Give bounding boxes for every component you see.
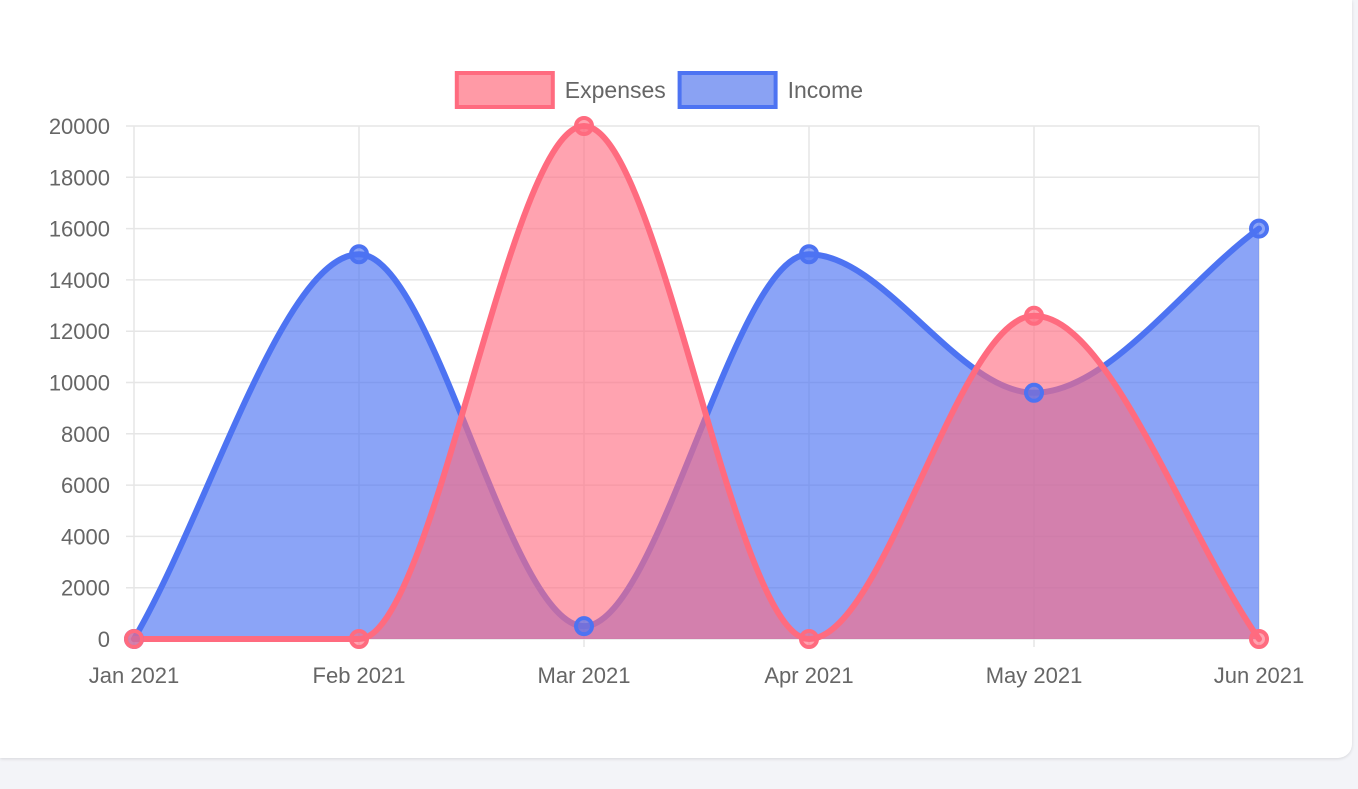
expenses-point[interactable] xyxy=(124,629,144,649)
legend-item-income[interactable]: Income xyxy=(677,71,863,109)
income-point[interactable] xyxy=(1249,218,1269,239)
income-point[interactable] xyxy=(574,616,594,637)
y-tick-label: 6000 xyxy=(61,473,110,498)
series-layer xyxy=(131,123,1262,643)
chart-card: 0 2000 4000 6000 8000 10000 12000 14000 16000 180… xyxy=(0,0,1352,758)
y-tick-label: 16000 xyxy=(49,217,110,242)
points-layer xyxy=(124,116,1269,649)
expenses-point[interactable] xyxy=(1249,629,1269,649)
income-point[interactable] xyxy=(349,244,369,265)
x-tick-label: Feb 2021 xyxy=(313,663,406,688)
legend-item-expenses[interactable]: Expenses xyxy=(454,71,666,109)
x-tick-label: Jan 2021 xyxy=(89,663,180,688)
y-tick-label: 2000 xyxy=(61,576,110,601)
y-tick-label: 20000 xyxy=(49,114,110,139)
x-tick-label: Jun 2021 xyxy=(1214,663,1305,688)
y-tick-label: 18000 xyxy=(49,165,110,190)
x-tick-label: Mar 2021 xyxy=(538,663,631,688)
legend[interactable]: Expenses Income xyxy=(454,71,863,109)
expenses-point[interactable] xyxy=(799,629,819,649)
legend-swatch-expenses xyxy=(454,71,555,109)
x-tick-label: Apr 2021 xyxy=(764,663,853,688)
expenses-point[interactable] xyxy=(574,116,594,136)
legend-label-expenses: Expenses xyxy=(565,77,666,103)
expenses-point[interactable] xyxy=(349,629,369,649)
axis-layer: 0 2000 4000 6000 8000 10000 12000 14000 16000 180… xyxy=(49,114,1304,688)
y-tick-label: 8000 xyxy=(61,422,110,447)
y-tick-label: 10000 xyxy=(49,371,110,396)
x-tick-label: May 2021 xyxy=(986,663,1083,688)
expenses-line xyxy=(131,123,1262,643)
legend-swatch-income xyxy=(677,71,778,109)
y-tick-label: 14000 xyxy=(49,268,110,293)
y-tick-label: 12000 xyxy=(49,319,110,344)
y-tick-label: 0 xyxy=(98,627,110,652)
expenses-point[interactable] xyxy=(1024,305,1044,326)
y-tick-label: 4000 xyxy=(61,524,110,549)
income-point[interactable] xyxy=(1024,382,1044,403)
income-point[interactable] xyxy=(799,244,819,265)
legend-label-income: Income xyxy=(788,77,863,103)
